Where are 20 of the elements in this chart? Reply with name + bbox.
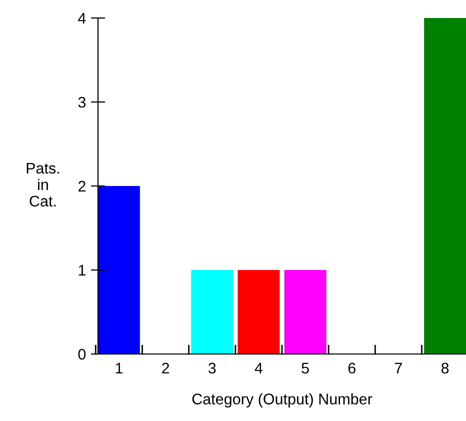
bar (191, 270, 234, 354)
x-tick-label: 8 (441, 362, 449, 374)
x-tick-label: 4 (254, 362, 263, 374)
y-tick-label: 2 (78, 180, 86, 192)
y-axis-title: Pats. in Cat. (26, 162, 59, 207)
y-tick-label: 3 (78, 96, 86, 108)
x-tick-label: 3 (208, 362, 216, 374)
x-tick-label: 6 (348, 362, 356, 374)
bar (284, 270, 326, 354)
y-tick-label: 4 (78, 13, 86, 24)
x-tick-label: 7 (394, 362, 402, 374)
x-tick-label: 5 (302, 362, 309, 374)
bar (238, 270, 280, 354)
y-tick-label: 0 (78, 348, 86, 360)
bar (98, 186, 140, 354)
bar (424, 18, 466, 354)
x-axis-title: Category (Output) Number (192, 393, 372, 408)
x-tick-label: 2 (162, 362, 170, 374)
y-tick-label: 1 (78, 265, 86, 276)
x-tick-label: 1 (116, 362, 122, 374)
